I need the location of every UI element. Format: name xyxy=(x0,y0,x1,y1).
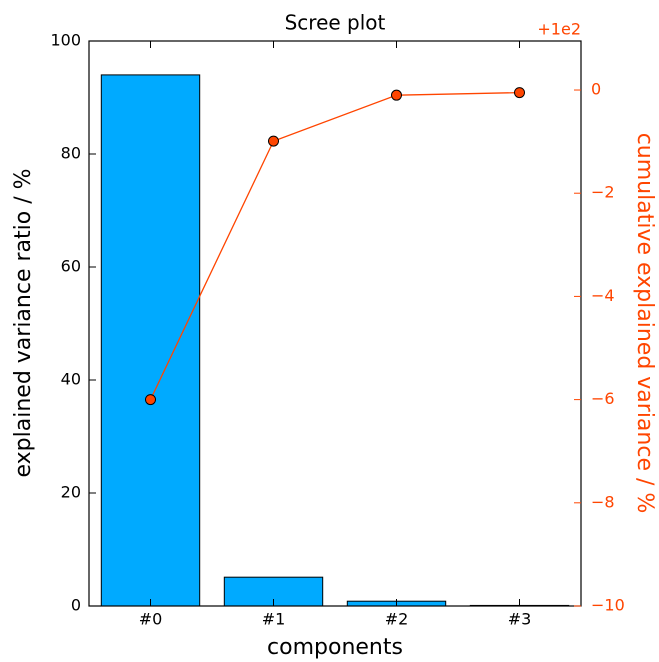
y-tick-label: 60 xyxy=(61,257,81,276)
y2-tick-label: −6 xyxy=(591,389,615,408)
y-tick-label: 40 xyxy=(61,370,81,389)
bar xyxy=(100,74,201,607)
y2-axis-label: cumulative explained variance / % xyxy=(632,133,657,514)
chart-title: Scree plot xyxy=(285,11,386,35)
cumulative-line xyxy=(149,91,520,400)
cumulative-marker xyxy=(514,87,525,99)
x-tick-label: #3 xyxy=(508,610,532,629)
y-tick-label: 80 xyxy=(61,144,81,163)
y2-tick-label: −2 xyxy=(591,183,615,202)
y2-tick-label: 0 xyxy=(591,80,601,99)
y2-tick-label: −4 xyxy=(591,286,615,305)
x-tick-label: #1 xyxy=(262,610,286,629)
y2-offset-label: +1e2 xyxy=(537,20,581,39)
plot-frame xyxy=(88,40,582,607)
cumulative-marker xyxy=(268,135,279,147)
y-axis-label: explained variance ratio / % xyxy=(11,168,36,477)
y-tick-label: 20 xyxy=(61,483,81,502)
y2-tick-label: −10 xyxy=(591,596,625,615)
x-tick-label: #2 xyxy=(385,610,409,629)
x-tick-label: #0 xyxy=(139,610,163,629)
y-tick-label: 100 xyxy=(50,31,81,50)
cumulative-marker xyxy=(145,394,156,406)
y2-tick-label: −8 xyxy=(591,492,615,511)
y-tick-label: 0 xyxy=(71,596,81,615)
x-axis-label: components xyxy=(267,635,403,660)
cumulative-marker xyxy=(391,89,402,101)
